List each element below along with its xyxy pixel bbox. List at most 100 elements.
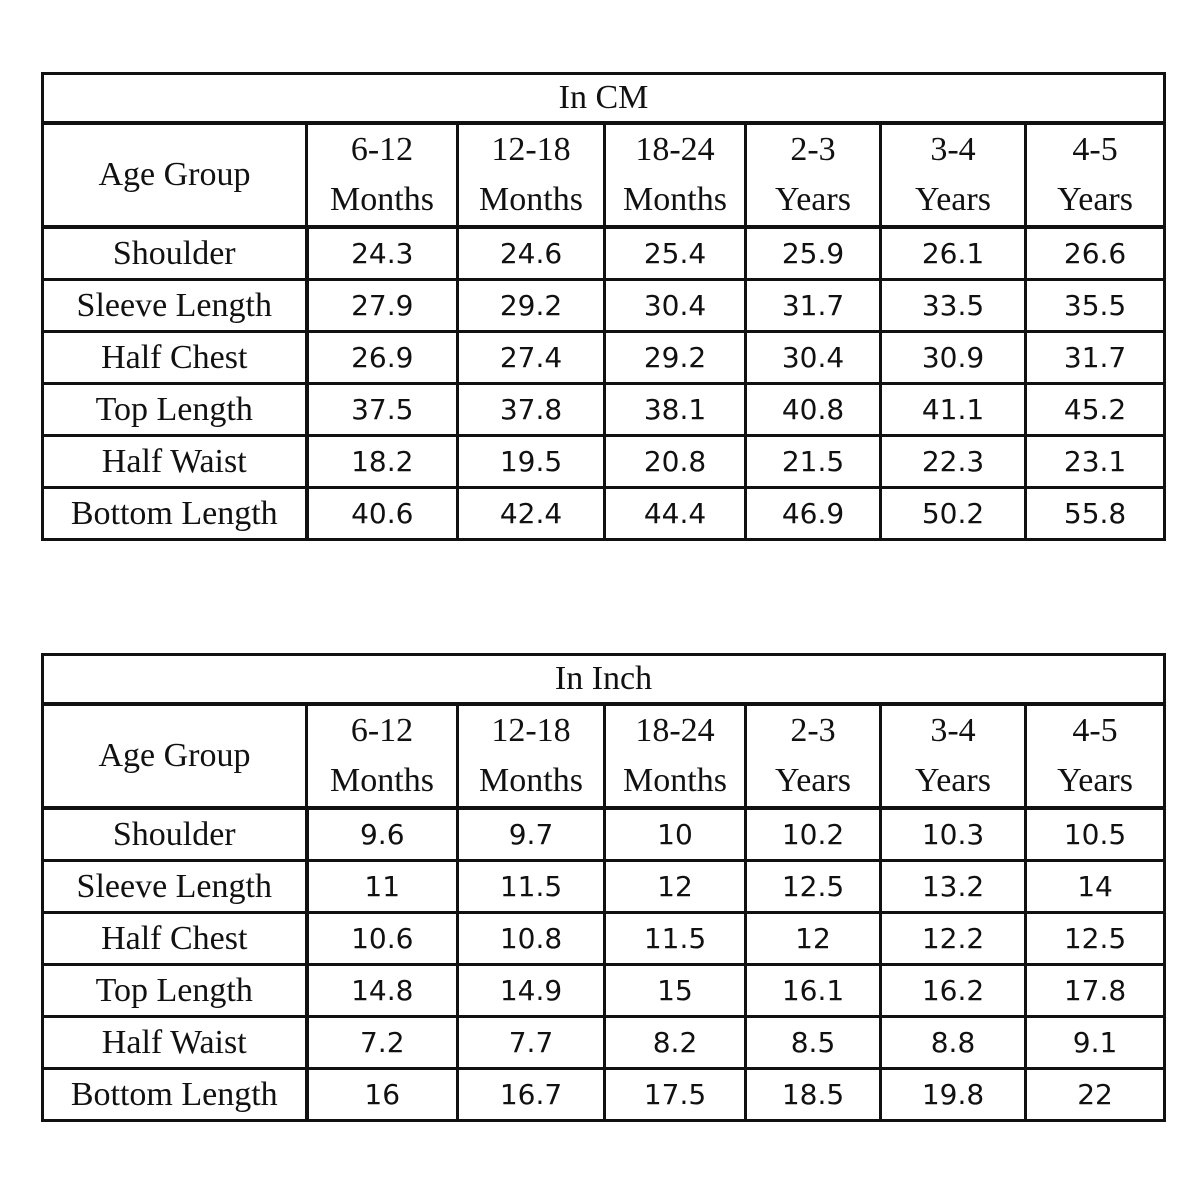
header-cell: 2-3 Years <box>744 702 882 810</box>
header-line: 6-12 <box>350 131 414 168</box>
cell-value: 10.6 <box>305 911 459 966</box>
cell-value: 8.5 <box>744 1015 882 1070</box>
cell-value: 12.5 <box>744 859 882 914</box>
row-label: Sleeve Length <box>41 859 309 914</box>
table-title: In Inch <box>40 653 1167 706</box>
header-cell: 6-12 Months <box>305 121 459 229</box>
cell-value: 27.9 <box>305 278 459 333</box>
cell-value: 40.6 <box>305 486 459 541</box>
cell-value: 46.9 <box>744 486 882 541</box>
size-table: In CM Age Group 6-12 Months 12-18 Months 18-24… <box>40 72 1167 541</box>
header-line: Months <box>623 181 727 218</box>
header-line: 12-18 <box>491 712 571 749</box>
cell-value: 20.8 <box>603 434 747 489</box>
data-row: Half Waist 18.2 19.5 20.8 21.5 22.3 23.1 <box>41 434 1167 489</box>
header-line: Age Group <box>98 156 251 193</box>
header-cell: 2-3 Years <box>744 121 882 229</box>
cell-value: 16 <box>305 1067 459 1122</box>
row-label: Shoulder <box>41 225 309 281</box>
header-line: 6-12 <box>350 712 414 749</box>
row-label: Half Chest <box>41 911 309 966</box>
cell-value: 22 <box>1023 1067 1167 1122</box>
cell-value: 10.8 <box>456 911 606 966</box>
cell-value: 22.3 <box>879 434 1027 489</box>
cell-value: 15 <box>603 963 747 1018</box>
header-line: 2-3 <box>790 712 836 749</box>
cell-value: 11.5 <box>456 859 606 914</box>
cell-value: 33.5 <box>879 278 1027 333</box>
row-label: Top Length <box>41 963 309 1018</box>
cell-value: 29.2 <box>603 330 747 385</box>
row-label: Top Length <box>41 382 309 437</box>
cell-value: 14 <box>1023 859 1167 914</box>
cell-value: 14.9 <box>456 963 606 1018</box>
cell-value: 55.8 <box>1023 486 1167 541</box>
header-line: Years <box>1057 181 1133 218</box>
header-cell: 3-4 Years <box>879 121 1027 229</box>
data-row: Shoulder 9.6 9.7 10 10.2 10.3 10.5 <box>41 806 1167 862</box>
cell-value: 40.8 <box>744 382 882 437</box>
header-line: Years <box>915 181 991 218</box>
header-line: Months <box>479 181 583 218</box>
header-cell: 4-5 Years <box>1023 121 1167 229</box>
header-cell: 6-12 Months <box>305 702 459 810</box>
cell-value: 10.5 <box>1023 806 1167 862</box>
cell-value: 24.6 <box>456 225 606 281</box>
data-row: Shoulder 24.3 24.6 25.4 25.9 26.1 26.6 <box>41 225 1167 281</box>
cell-value: 17.8 <box>1023 963 1167 1018</box>
cell-value: 45.2 <box>1023 382 1167 437</box>
row-label: Shoulder <box>41 806 309 862</box>
data-row: Sleeve Length 27.9 29.2 30.4 31.7 33.5 35.5 <box>41 278 1167 333</box>
data-row: Half Chest 10.6 10.8 11.5 12 12.2 12.5 <box>41 911 1167 966</box>
header-cell: 18-24 Months <box>603 702 747 810</box>
cell-value: 14.8 <box>305 963 459 1018</box>
title-row: In CM <box>40 72 1167 125</box>
header-line: 3-4 <box>930 131 976 168</box>
cell-value: 25.4 <box>603 225 747 281</box>
cell-value: 37.8 <box>456 382 606 437</box>
cell-value: 30.4 <box>603 278 747 333</box>
header-cell: 3-4 Years <box>879 702 1027 810</box>
cell-value: 41.1 <box>879 382 1027 437</box>
cell-value: 16.7 <box>456 1067 606 1122</box>
title-row: In Inch <box>40 653 1167 706</box>
cell-value: 16.2 <box>879 963 1027 1018</box>
cell-value: 29.2 <box>456 278 606 333</box>
cell-value: 35.5 <box>1023 278 1167 333</box>
data-row: Half Chest 26.9 27.4 29.2 30.4 30.9 31.7 <box>41 330 1167 385</box>
header-cell: 4-5 Years <box>1023 702 1167 810</box>
header-cell: Age Group <box>41 121 308 229</box>
row-label: Bottom Length <box>41 486 309 541</box>
data-row: Top Length 37.5 37.8 38.1 40.8 41.1 45.2 <box>41 382 1167 437</box>
header-row: Age Group 6-12 Months 12-18 Months 18-24 Month… <box>41 702 1167 810</box>
cell-value: 26.9 <box>305 330 459 385</box>
cell-value: 10.3 <box>879 806 1027 862</box>
cell-value: 30.4 <box>744 330 882 385</box>
cell-value: 12.5 <box>1023 911 1167 966</box>
cell-value: 31.7 <box>1023 330 1167 385</box>
cell-value: 26.6 <box>1023 225 1167 281</box>
header-line: Years <box>915 762 991 799</box>
cell-value: 21.5 <box>744 434 882 489</box>
row-label: Sleeve Length <box>41 278 309 333</box>
header-line: 18-24 <box>635 131 715 168</box>
header-line: Months <box>479 762 583 799</box>
header-line: 4-5 <box>1072 712 1118 749</box>
data-row: Bottom Length 16 16.7 17.5 18.5 19.8 22 <box>41 1067 1167 1122</box>
row-label: Bottom Length <box>41 1067 309 1122</box>
cell-value: 12.2 <box>879 911 1027 966</box>
data-row: Sleeve Length 11 11.5 12 12.5 13.2 14 <box>41 859 1167 914</box>
cell-value: 30.9 <box>879 330 1027 385</box>
header-line: Months <box>330 762 434 799</box>
header-line: 12-18 <box>491 131 571 168</box>
cell-value: 11 <box>305 859 459 914</box>
header-line: 18-24 <box>635 712 715 749</box>
cell-value: 9.1 <box>1023 1015 1167 1070</box>
data-row: Half Waist 7.2 7.7 8.2 8.5 8.8 9.1 <box>41 1015 1167 1070</box>
cell-value: 50.2 <box>879 486 1027 541</box>
cell-value: 18.2 <box>305 434 459 489</box>
header-cell: 18-24 Months <box>603 121 747 229</box>
cell-value: 9.6 <box>305 806 459 862</box>
header-line: Years <box>775 762 851 799</box>
